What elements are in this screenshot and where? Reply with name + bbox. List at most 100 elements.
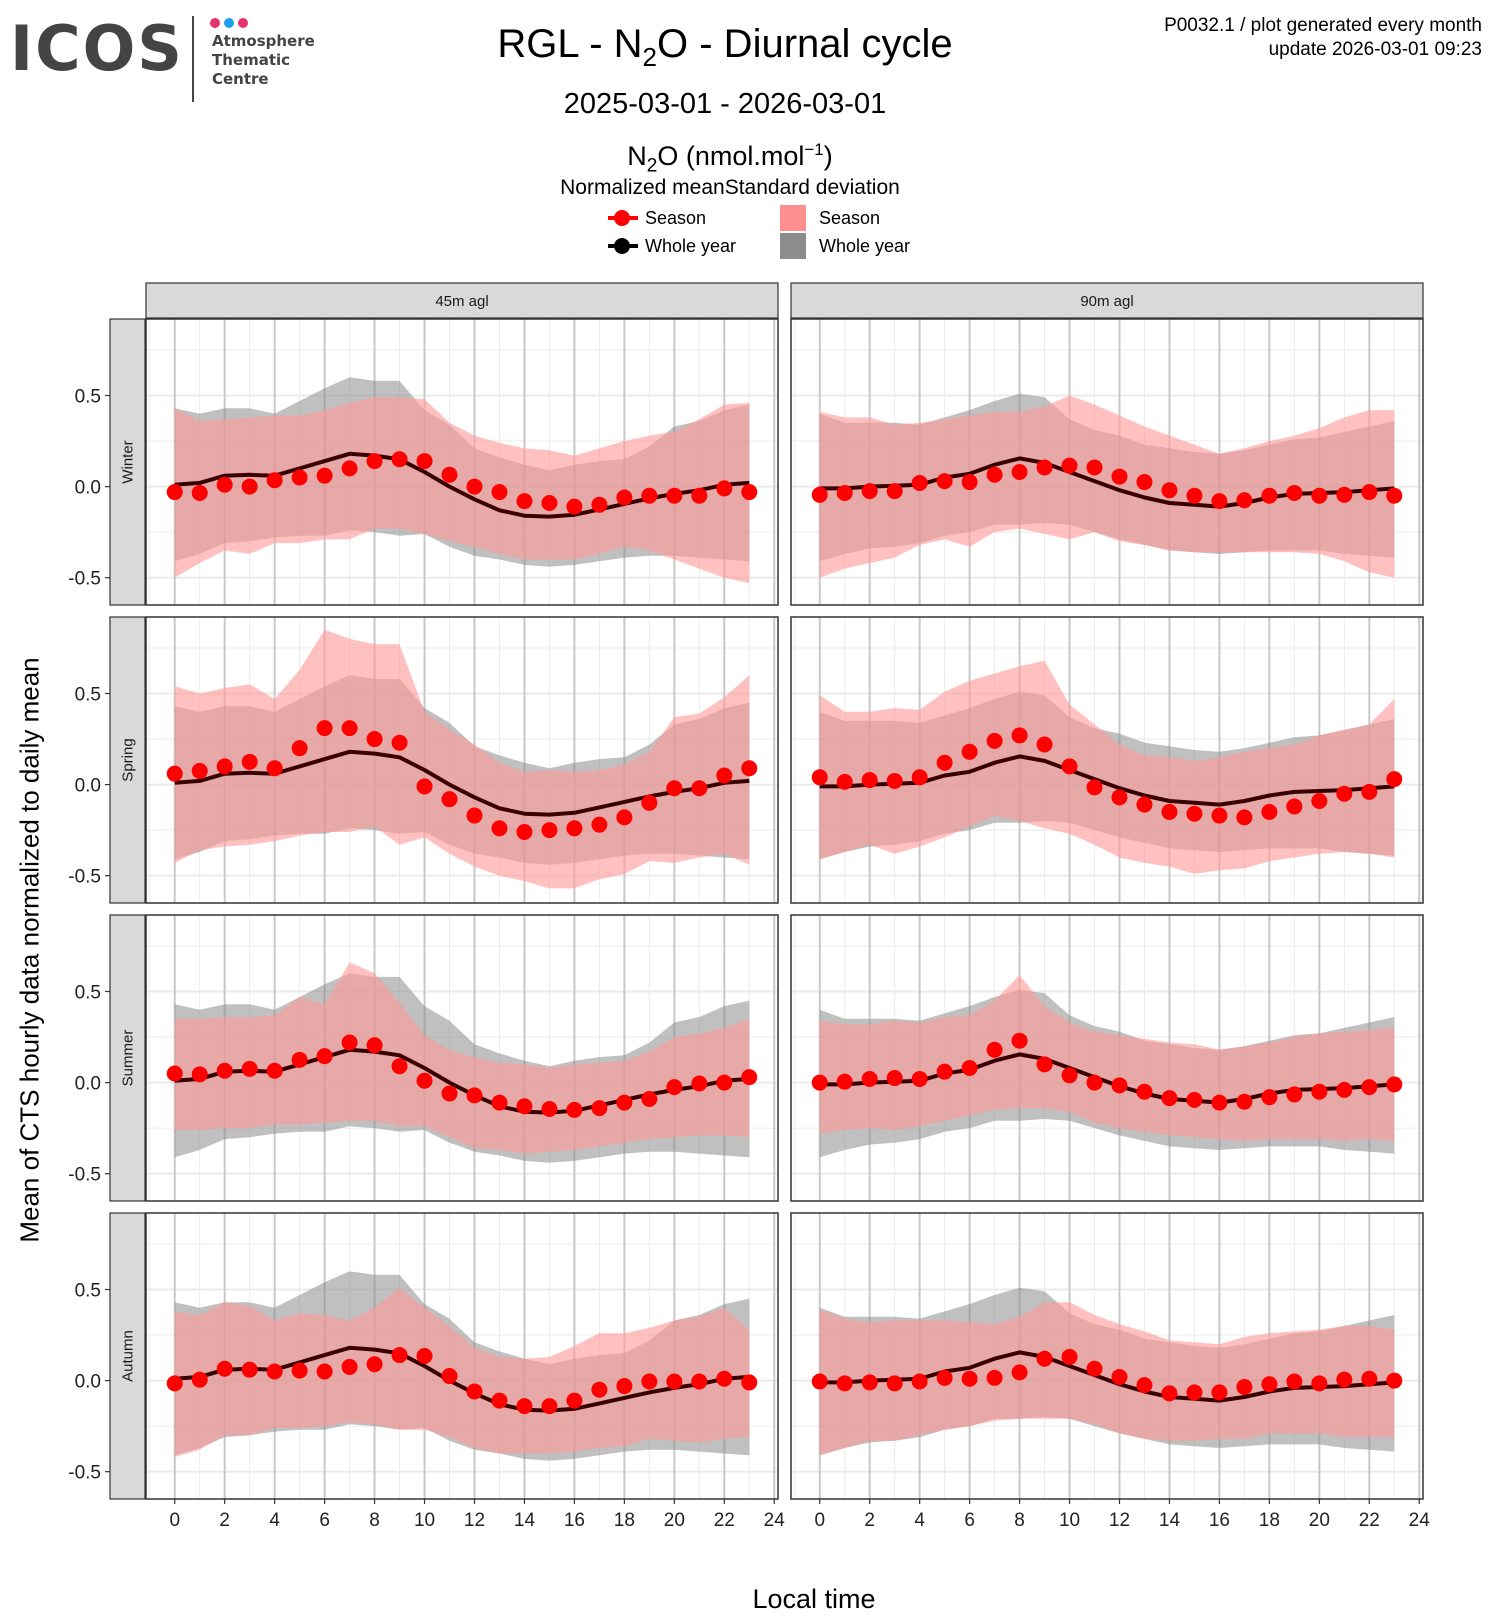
season-mean-point [886, 772, 903, 789]
season-mean-point [441, 791, 458, 808]
season-mean-point [836, 1073, 853, 1090]
x-tick-label: 18 [614, 1510, 635, 1531]
y-tick-label: -0.5 [68, 569, 101, 590]
season-mean-point [936, 754, 953, 771]
season-mean-point [641, 794, 658, 811]
chart-title: RGL - N2O - Diurnal cycle [0, 22, 1500, 73]
x-tick-label: 14 [514, 1510, 536, 1531]
x-tick-label: 0 [169, 1510, 180, 1531]
season-mean-point [911, 1070, 928, 1087]
season-mean-point [666, 1373, 683, 1390]
legend-swatch-year [780, 233, 806, 259]
season-mean-point [886, 1375, 903, 1392]
season-mean-point [191, 762, 208, 779]
season-mean-point [341, 720, 358, 737]
legend-item-season-sd: Season [780, 205, 880, 231]
season-mean-point [166, 484, 183, 501]
row-strip-label: Autumn [120, 1330, 137, 1382]
y-tick-label: -0.5 [68, 1463, 101, 1484]
plot-meta: P0032.1 / plot generated every month upd… [1164, 14, 1482, 62]
season-mean-point [961, 743, 978, 760]
season-mean-point [886, 1070, 903, 1087]
season-mean-point [1211, 493, 1228, 510]
season-mean-point [1286, 1373, 1303, 1390]
season-mean-point [266, 472, 283, 489]
logo-subtitle-line: Centre [212, 70, 269, 88]
season-mean-point [836, 773, 853, 790]
legend-label: Whole year [819, 236, 910, 256]
legend-point-year [614, 238, 630, 254]
season-mean-point [241, 1060, 258, 1077]
season-mean-point [1211, 1094, 1228, 1111]
season-mean-point [836, 1375, 853, 1392]
season-mean-point [861, 1070, 878, 1087]
x-tick-label: 18 [1259, 1510, 1280, 1531]
season-mean-point [1261, 1376, 1278, 1393]
legend-item-year-sd: Whole year [780, 233, 910, 259]
x-tick-label: 16 [1209, 1510, 1230, 1531]
season-mean-point [466, 1383, 483, 1400]
legend-keys: Season Whole year Season Whole year [608, 205, 910, 259]
season-mean-point [936, 1063, 953, 1080]
icos-logo: ICOS [10, 12, 184, 85]
y-tick-label: 0.0 [75, 478, 101, 499]
x-tick-label: 2 [864, 1510, 875, 1531]
legend-title-sub: 2 [646, 155, 658, 177]
season-mean-point [166, 1065, 183, 1082]
season-mean-point [541, 494, 558, 511]
season-mean-point [516, 493, 533, 510]
meta-line-product: P0032.1 / plot generated every month [1164, 15, 1482, 36]
x-tick-label: 8 [1014, 1510, 1025, 1531]
season-mean-point [491, 484, 508, 501]
season-mean-point [191, 1371, 208, 1388]
season-mean-point [861, 772, 878, 789]
season-mean-point [861, 1374, 878, 1391]
season-mean-point [166, 1375, 183, 1392]
season-mean-point [1211, 807, 1228, 824]
season-mean-point [616, 489, 633, 506]
x-tick-label: 0 [814, 1510, 825, 1531]
x-tick-label: 6 [964, 1510, 975, 1531]
season-mean-point [1111, 468, 1128, 485]
y-tick-label: -0.5 [68, 867, 101, 888]
season-mean-point [441, 466, 458, 483]
season-mean-point [1261, 1089, 1278, 1106]
y-tick-label: 0.0 [75, 776, 101, 797]
season-mean-point [936, 473, 953, 490]
panel-winter-45m-agl [145, 318, 779, 606]
season-mean-point [1261, 487, 1278, 504]
season-mean-point [811, 1074, 828, 1091]
season-mean-point [1136, 796, 1153, 813]
season-mean-point [416, 1072, 433, 1089]
x-tick-label: 16 [564, 1510, 585, 1531]
season-mean-point [1161, 1090, 1178, 1107]
season-mean-point [491, 1392, 508, 1409]
season-mean-point [216, 1062, 233, 1079]
season-mean-point [641, 1090, 658, 1107]
row-strip-bg [109, 914, 146, 1202]
legend-point-season [614, 210, 630, 226]
season-mean-point [811, 486, 828, 503]
season-mean-point [1111, 789, 1128, 806]
legend-item-year-mean: Whole year [608, 236, 736, 256]
season-mean-point [1161, 1385, 1178, 1402]
season-mean-point [986, 1041, 1003, 1058]
x-tick-label: 14 [1159, 1510, 1181, 1531]
y-tick-label: 0.5 [75, 387, 101, 408]
season-mean-point [1361, 1079, 1378, 1096]
season-mean-point [366, 453, 383, 470]
x-tick-label: 4 [914, 1510, 925, 1531]
row-strip-bg [109, 616, 146, 904]
season-mean-point [1186, 1091, 1203, 1108]
x-tick-label: 12 [1109, 1510, 1130, 1531]
season-mean-point [241, 478, 258, 495]
season-mean-point [291, 1051, 308, 1068]
legend-swatch-season [780, 205, 806, 231]
season-mean-point [366, 1356, 383, 1373]
chart-subtitle: 2025-03-01 - 2026-03-01 [0, 88, 1500, 121]
legend-subtitle-text: Normalized meanStandard deviation [560, 176, 900, 199]
season-mean-point [266, 1062, 283, 1079]
season-mean-point [641, 487, 658, 504]
panel-autumn-45m-agl [145, 1212, 779, 1500]
column-strip-90m-agl: 90m agl [790, 282, 1424, 319]
